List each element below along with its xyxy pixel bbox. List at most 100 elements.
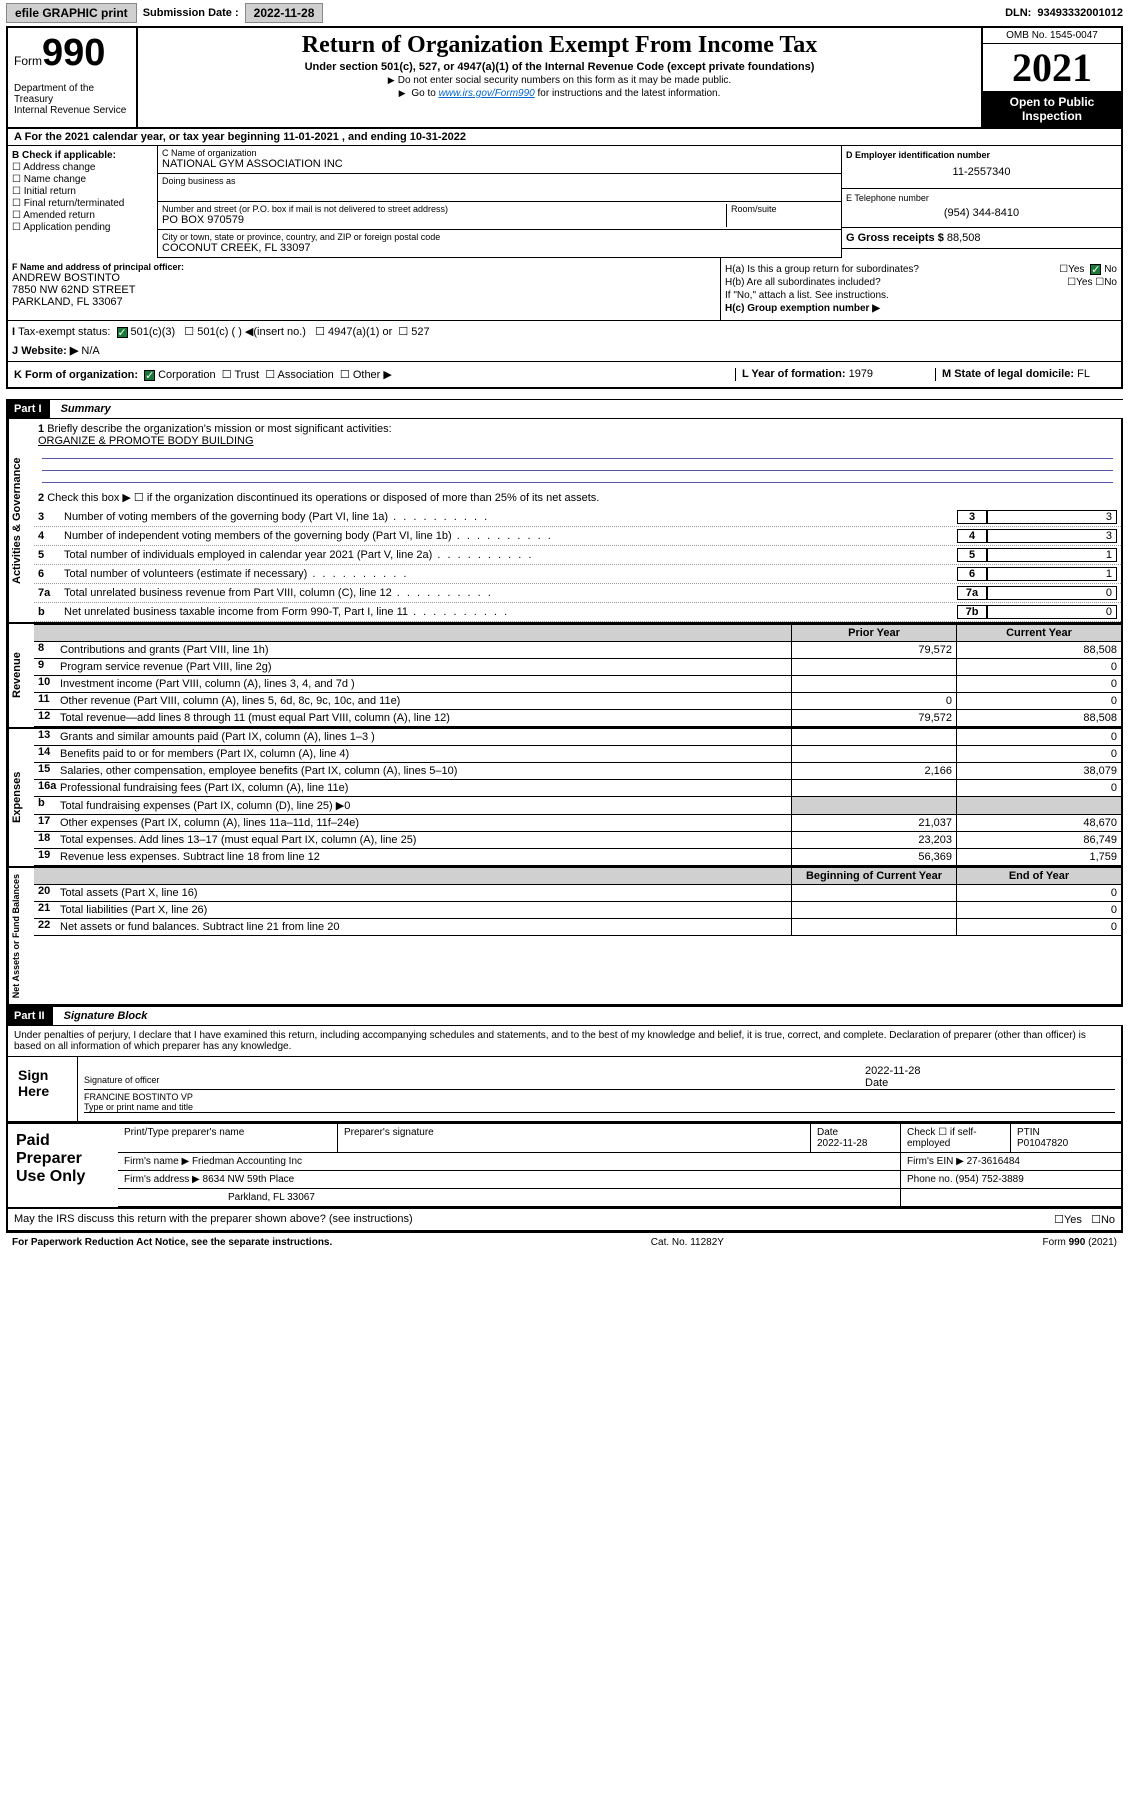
sign-here-label: Sign Here	[8, 1057, 78, 1121]
summary-line: 5Total number of individuals employed in…	[34, 546, 1121, 565]
gross-receipts-value: 88,508	[947, 232, 981, 244]
declaration-text: Under penalties of perjury, I declare th…	[8, 1026, 1121, 1057]
mission-value: ORGANIZE & PROMOTE BODY BUILDING	[38, 435, 254, 447]
firm-addr2: Parkland, FL 33067	[118, 1189, 901, 1206]
paid-preparer-block: Paid Preparer Use Only Print/Type prepar…	[6, 1123, 1123, 1209]
summary-line: 9Program service revenue (Part VIII, lin…	[34, 659, 1121, 676]
chk-address-change[interactable]: ☐ Address change	[12, 162, 153, 173]
summary-line: 7aTotal unrelated business revenue from …	[34, 584, 1121, 603]
chk-501c3[interactable]	[117, 327, 128, 338]
page-footer: For Paperwork Reduction Act Notice, see …	[6, 1232, 1123, 1252]
summary-line: 11Other revenue (Part VIII, column (A), …	[34, 693, 1121, 710]
addr-label: Number and street (or P.O. box if mail i…	[162, 204, 726, 214]
prep-name-label: Print/Type preparer's name	[118, 1124, 338, 1152]
summary-line: 4Number of independent voting members of…	[34, 527, 1121, 546]
summary-line: 18Total expenses. Add lines 13–17 (must …	[34, 832, 1121, 849]
firm-addr1: 8634 NW 59th Place	[203, 1174, 295, 1185]
irs-link[interactable]: www.irs.gov/Form990	[439, 88, 535, 99]
dln-value: 93493332001012	[1037, 7, 1123, 19]
vtab-revenue: Revenue	[8, 624, 34, 727]
summary-line: 13Grants and similar amounts paid (Part …	[34, 729, 1121, 746]
part1-header: Part I	[6, 400, 50, 418]
chk-application-pending[interactable]: ☐ Application pending	[12, 222, 153, 233]
expenses-block: Expenses 13Grants and similar amounts pa…	[6, 729, 1123, 868]
efile-print-button[interactable]: efile GRAPHIC print	[6, 3, 137, 23]
summary-line: 8Contributions and grants (Part VIII, li…	[34, 642, 1121, 659]
vtab-net-assets: Net Assets or Fund Balances	[8, 868, 34, 1004]
ein-value: 11-2557340	[846, 160, 1117, 184]
mission-label: Briefly describe the organization's miss…	[47, 423, 391, 435]
page-title: Return of Organization Exempt From Incom…	[148, 32, 971, 59]
row-i-j: I Tax-exempt status: 501(c)(3) ☐ 501(c) …	[6, 320, 1123, 362]
ptin-label: PTIN	[1017, 1127, 1040, 1138]
firm-phone-label: Phone no.	[907, 1174, 953, 1185]
cat-number: Cat. No. 11282Y	[651, 1237, 724, 1248]
chk-corporation[interactable]	[144, 370, 155, 381]
net-assets-block: Net Assets or Fund Balances Beginning of…	[6, 868, 1123, 1006]
dba-label: Doing business as	[162, 176, 837, 186]
prep-date-label: Date	[817, 1127, 838, 1138]
tax-status-label: Tax-exempt status:	[18, 326, 110, 338]
paid-preparer-label: Paid Preparer Use Only	[8, 1124, 118, 1207]
summary-line: 12Total revenue—add lines 8 through 11 (…	[34, 710, 1121, 727]
hc-label: H(c) Group exemption number ▶	[725, 303, 880, 314]
ptin-value: P01047820	[1017, 1138, 1068, 1149]
vtab-governance: Activities & Governance	[8, 419, 34, 622]
summary-line: bTotal fundraising expenses (Part IX, co…	[34, 797, 1121, 815]
summary-line: 6Total number of volunteers (estimate if…	[34, 565, 1121, 584]
phone-value: (954) 344-8410	[846, 203, 1117, 223]
ha-label: H(a) Is this a group return for subordin…	[725, 264, 919, 275]
sig-date-label: Date	[865, 1077, 888, 1089]
part2-title: Signature Block	[56, 1010, 148, 1022]
domicile-label: M State of legal domicile:	[942, 368, 1074, 380]
summary-line: 16aProfessional fundraising fees (Part I…	[34, 780, 1121, 797]
revenue-block: Revenue Prior Year Current Year 8Contrib…	[6, 624, 1123, 729]
officer-name: ANDREW BOSTINTO	[12, 272, 716, 284]
firm-phone: (954) 752-3889	[955, 1174, 1023, 1185]
phone-label: E Telephone number	[846, 193, 1117, 203]
firm-ein-label: Firm's EIN ▶	[907, 1156, 964, 1167]
form-header: Form990 Department of the Treasury Inter…	[6, 26, 1123, 129]
year-formation-label: L Year of formation:	[742, 368, 846, 380]
ha-no-check[interactable]	[1090, 264, 1101, 275]
chk-amended-return[interactable]: ☐ Amended return	[12, 210, 153, 221]
top-toolbar: efile GRAPHIC print Submission Date : 20…	[0, 0, 1129, 26]
summary-line: 15Salaries, other compensation, employee…	[34, 763, 1121, 780]
hb-label: H(b) Are all subordinates included?	[725, 277, 881, 288]
vtab-expenses: Expenses	[8, 729, 34, 866]
form-org-label: K Form of organization:	[14, 369, 138, 381]
tax-period: A For the 2021 calendar year, or tax yea…	[6, 129, 1123, 146]
firm-addr-label: Firm's address ▶	[124, 1174, 200, 1185]
city-label: City or town, state or province, country…	[162, 232, 837, 242]
officer-group-row: F Name and address of principal officer:…	[6, 258, 1123, 320]
tax-year: 2021	[983, 44, 1121, 91]
summary-line: 10Investment income (Part VIII, column (…	[34, 676, 1121, 693]
org-name-label: C Name of organization	[162, 148, 837, 158]
chk-final-return[interactable]: ☐ Final return/terminated	[12, 198, 153, 209]
chk-initial-return[interactable]: ☐ Initial return	[12, 186, 153, 197]
discuss-question: May the IRS discuss this return with the…	[14, 1213, 1054, 1226]
subtitle-3: Go to www.irs.gov/Form990 for instructio…	[148, 88, 971, 99]
summary-line: 22Net assets or fund balances. Subtract …	[34, 919, 1121, 936]
firm-name: Friedman Accounting Inc	[192, 1156, 302, 1167]
summary-line: 21Total liabilities (Part X, line 26)0	[34, 902, 1121, 919]
submission-date-button[interactable]: 2022-11-28	[245, 3, 324, 23]
website-label: Website: ▶	[21, 345, 78, 357]
part2-header: Part II	[6, 1007, 53, 1025]
ein-label: D Employer identification number	[846, 150, 1117, 160]
summary-line: 3Number of voting members of the governi…	[34, 508, 1121, 527]
firm-name-label: Firm's name ▶	[124, 1156, 189, 1167]
prior-year-header: Prior Year	[791, 625, 956, 641]
chk-name-change[interactable]: ☐ Name change	[12, 174, 153, 185]
website-value: N/A	[81, 345, 99, 357]
signer-name-label: Type or print name and title	[84, 1102, 193, 1112]
activities-governance-block: Activities & Governance 1 Briefly descri…	[6, 419, 1123, 624]
box-b-header: B Check if applicable:	[12, 150, 153, 161]
summary-line: 20Total assets (Part X, line 16)0	[34, 885, 1121, 902]
subtitle-1: Under section 501(c), 527, or 4947(a)(1)…	[148, 61, 971, 73]
row-k: K Form of organization: Corporation ☐ Tr…	[6, 362, 1123, 389]
prep-sig-label: Preparer's signature	[338, 1124, 811, 1152]
subtitle-2: Do not enter social security numbers on …	[148, 75, 971, 86]
part1-title: Summary	[53, 403, 111, 415]
year-formation-value: 1979	[849, 368, 873, 380]
